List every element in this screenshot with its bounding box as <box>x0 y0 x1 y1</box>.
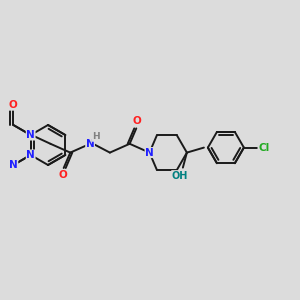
Text: N: N <box>26 130 35 140</box>
Text: N: N <box>86 139 94 149</box>
Text: O: O <box>133 116 142 126</box>
Text: N: N <box>26 150 35 160</box>
Text: OH: OH <box>172 171 188 181</box>
Text: N: N <box>145 148 154 158</box>
Text: O: O <box>58 170 67 180</box>
Text: N: N <box>9 160 18 170</box>
Text: H: H <box>92 132 100 141</box>
Text: O: O <box>9 100 18 110</box>
Text: Cl: Cl <box>258 142 269 153</box>
